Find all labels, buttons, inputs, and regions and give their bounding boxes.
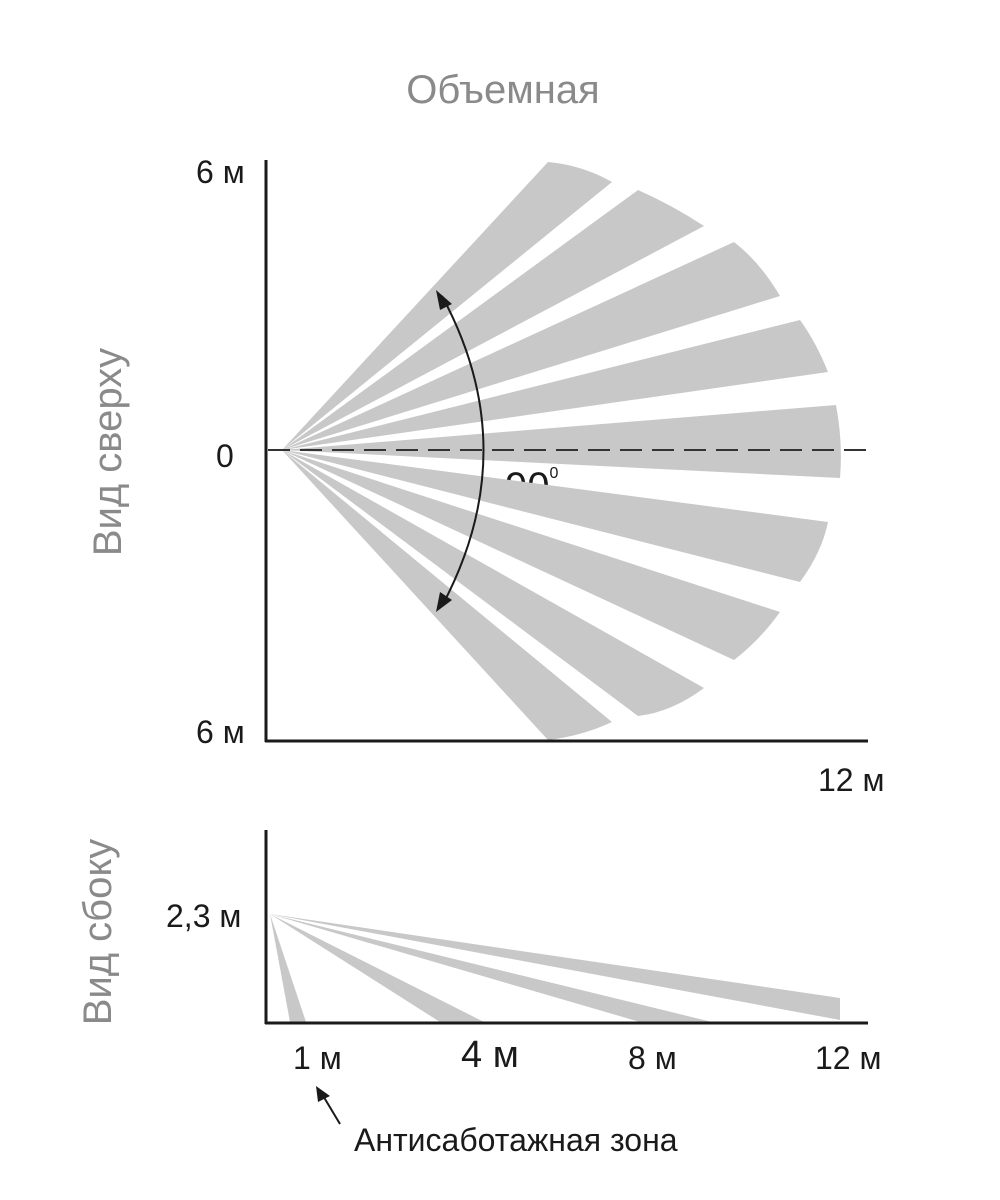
side-beam-3: [270, 914, 712, 1022]
side-x-label-12m: 12 м: [815, 1040, 882, 1076]
side-view-axes: [264, 830, 868, 1025]
side-beam-2: [270, 914, 484, 1022]
arc-arrow-down-icon: [436, 592, 452, 612]
top-view-beams: [282, 162, 841, 740]
top-view-axes: [264, 160, 868, 743]
side-beam-4: [270, 914, 840, 1020]
anti-tamper-label: Антисаботажная зона: [354, 1122, 678, 1158]
top-y-top-label: 6 м: [196, 154, 245, 190]
angle-unit: 0: [549, 465, 559, 482]
top-y-zero-label: 0: [216, 438, 234, 474]
top-beam-6: [282, 450, 828, 582]
top-beam-7: [282, 450, 780, 660]
arrow-up-left-icon: [316, 1086, 341, 1125]
top-beam-8: [282, 450, 704, 716]
side-beam-1: [270, 914, 306, 1022]
side-x-label-4m: 4 м: [461, 1034, 519, 1076]
top-beam-4: [282, 320, 828, 450]
top-x-end-label: 12 м: [818, 762, 885, 798]
side-x-label-8m: 8 м: [628, 1040, 677, 1076]
top-beam-3: [282, 242, 780, 450]
side-height-label: 2,3 м: [166, 898, 242, 934]
side-view-beams: [270, 914, 840, 1022]
top-beam-5: [282, 405, 841, 478]
side-x-label-1m: 1 м: [293, 1040, 342, 1076]
arc-arrow-up-icon: [436, 290, 452, 310]
angle-arc-line: [441, 295, 485, 607]
top-beam-2: [282, 190, 704, 450]
angle-arc: [436, 290, 485, 612]
top-y-bottom-label: 6 м: [196, 714, 245, 750]
diagram-title: Объемная: [406, 68, 600, 112]
